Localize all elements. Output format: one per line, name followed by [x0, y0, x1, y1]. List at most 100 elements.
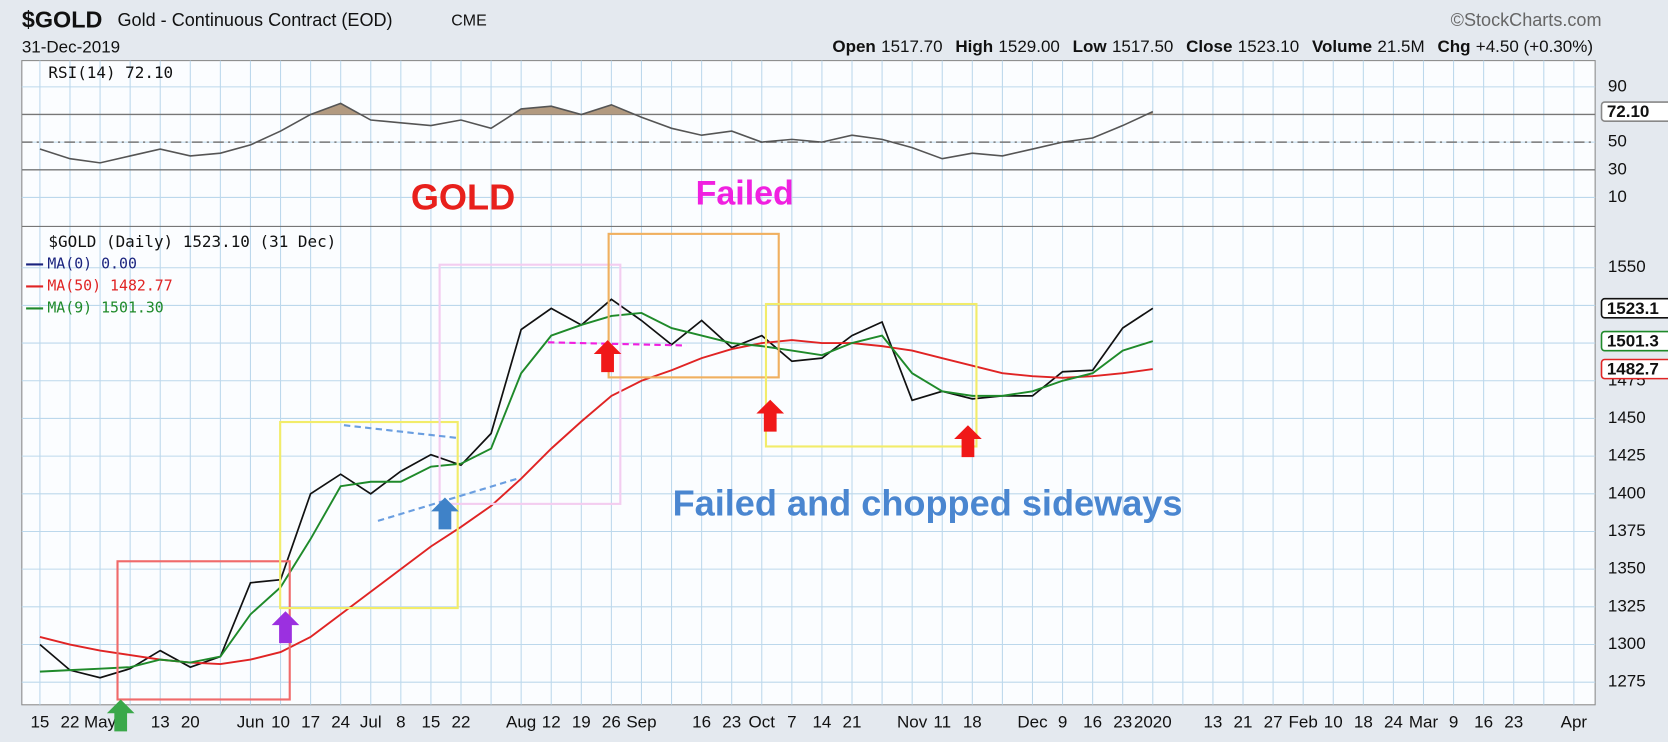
stat-value: 1523.10 — [1238, 37, 1299, 56]
x-tick-label: Jul — [360, 712, 382, 731]
value-tag: 1482.7 — [1607, 360, 1659, 379]
value-tag: 72.10 — [1607, 102, 1650, 121]
y-tick-label: 50 — [1608, 132, 1627, 151]
x-tick-label: 8 — [396, 712, 405, 731]
legend-entry: MA(9) 1501.30 — [47, 298, 163, 316]
x-tick-label: 19 — [572, 712, 591, 731]
x-tick-label: 9 — [1449, 712, 1458, 731]
stat-label: Volume — [1312, 37, 1372, 56]
arrow — [593, 340, 622, 373]
x-tick-label: Feb — [1289, 712, 1318, 731]
source: ©StockCharts.com — [1451, 10, 1602, 30]
x-tick-label: 13 — [151, 712, 170, 731]
y-tick-label: 10 — [1608, 187, 1627, 206]
box — [764, 302, 978, 448]
x-tick-label: 10 — [1324, 712, 1343, 731]
x-tick-label: 2020 — [1134, 712, 1172, 731]
x-tick-label: 11 — [933, 712, 951, 731]
stat-value: 1529.00 — [998, 37, 1059, 56]
y-tick-label: 1425 — [1608, 446, 1646, 465]
x-tick-label: 15 — [30, 712, 49, 731]
value-tag-box — [1600, 330, 1668, 352]
value-tag: 1501.3 — [1607, 332, 1659, 351]
x-tick-label: 13 — [1203, 712, 1222, 731]
x-tick-label: Mar — [1409, 712, 1439, 731]
y-tick-label: 1300 — [1608, 634, 1646, 653]
arrow — [106, 699, 135, 732]
y-tick-label: 90 — [1608, 76, 1627, 95]
series-line — [39, 298, 1154, 679]
x-tick-label: 9 — [1058, 712, 1067, 731]
arrow — [431, 497, 459, 530]
x-tick-label: 12 — [542, 712, 561, 731]
x-tick-label: 24 — [1384, 712, 1403, 731]
x-tick-label: 27 — [1264, 712, 1283, 731]
x-tick-label: 23 — [722, 712, 741, 731]
legend-entry: MA(0) 0.00 — [47, 254, 137, 272]
x-tick-label: Aug — [506, 712, 536, 731]
stat-value: +4.50 (+0.30%) — [1476, 37, 1593, 56]
x-tick-label: 16 — [1083, 712, 1102, 731]
x-tick-label: 23 — [1504, 712, 1523, 731]
box — [279, 420, 459, 610]
arrow — [954, 425, 982, 458]
trend-line — [548, 341, 687, 347]
legend-entry: MA(50) 1482.77 — [47, 276, 172, 294]
x-tick-label: 14 — [812, 712, 831, 731]
stat-label: Open — [832, 37, 875, 56]
x-tick-label: May — [84, 712, 117, 731]
y-tick-label: 1350 — [1608, 559, 1646, 578]
x-tick-label: 16 — [1474, 712, 1493, 731]
x-tick-label: 26 — [602, 712, 621, 731]
instrument-name: Gold - Continuous Contract (EOD) — [118, 10, 393, 30]
stat-value: 1517.70 — [881, 37, 942, 56]
y-tick-label: 1325 — [1608, 596, 1646, 615]
x-tick-label: 24 — [331, 712, 350, 731]
stat-value: 1517.50 — [1112, 37, 1173, 56]
legend-entry: $GOLD (Daily) 1523.10 (31 Dec) — [48, 232, 336, 251]
annotation: GOLD — [411, 176, 515, 217]
stat-label: High — [955, 37, 993, 56]
arrow — [756, 399, 785, 432]
x-tick-label: 22 — [61, 712, 80, 731]
value-tag-box — [1600, 297, 1668, 319]
x-tick-label: 18 — [1354, 712, 1373, 731]
y-tick-label: 1550 — [1608, 257, 1646, 276]
trend-line — [343, 424, 458, 440]
trend-line — [377, 477, 519, 522]
annotation: Failed — [696, 175, 794, 213]
symbol: $GOLD — [22, 6, 103, 32]
y-tick-label: 30 — [1608, 159, 1627, 178]
box — [438, 263, 622, 505]
x-tick-label: 22 — [452, 712, 471, 731]
y-tick-label: 1375 — [1608, 521, 1646, 540]
stat-value: 21.5M — [1377, 37, 1424, 56]
x-tick-label: 15 — [421, 712, 440, 731]
box — [607, 232, 780, 379]
series-line — [39, 311, 1154, 673]
x-tick-label: 20 — [181, 712, 200, 731]
y-tick-label: 1400 — [1608, 483, 1646, 502]
x-tick-label: 16 — [692, 712, 711, 731]
rsi-title: RSI(14) 72.10 — [48, 63, 173, 82]
stat-label: Close — [1186, 37, 1232, 56]
stat-label: Chg — [1437, 37, 1470, 56]
x-tick-label: 17 — [301, 712, 320, 731]
rsi-line — [39, 102, 1154, 164]
y-tick-label: 1450 — [1608, 408, 1646, 427]
annotation: Failed and chopped sideways — [673, 483, 1183, 524]
x-tick-label: Sep — [626, 712, 656, 731]
x-tick-label: Dec — [1017, 712, 1048, 731]
x-tick-label: Apr — [1561, 712, 1588, 731]
x-tick-label: Oct — [749, 712, 776, 731]
series-line — [39, 339, 1153, 666]
annotation-shapes — [116, 232, 978, 701]
x-tick-label: 21 — [843, 712, 862, 731]
stat-label: Low — [1073, 37, 1108, 56]
arrow — [271, 611, 300, 644]
x-tick-label: Jun — [237, 712, 264, 731]
chart-layer: Open 1517.70 High 1529.00 Low 1517.50 Close 152… — [21, 37, 1668, 731]
x-tick-label: 23 — [1113, 712, 1132, 731]
